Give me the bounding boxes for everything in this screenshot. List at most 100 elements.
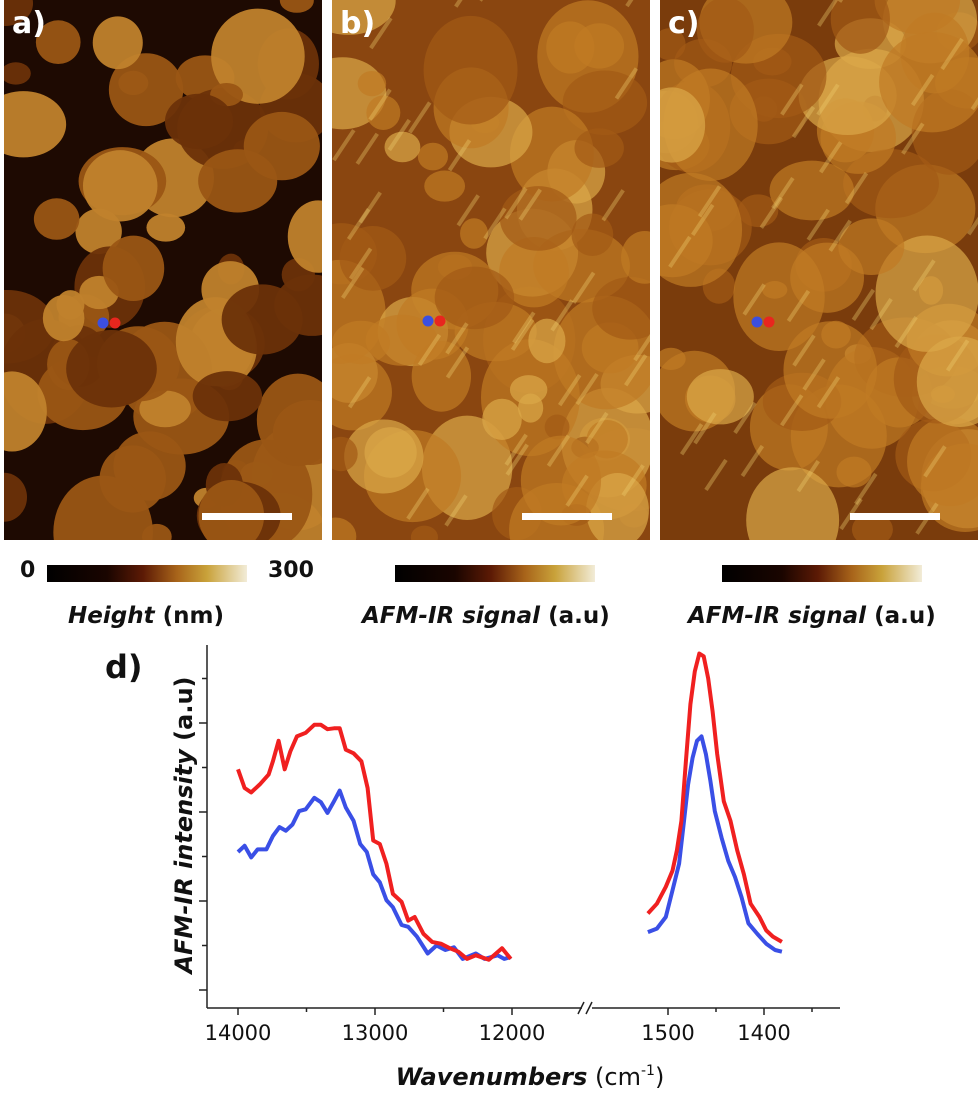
stripe bbox=[505, 443, 529, 476]
grain bbox=[509, 375, 548, 405]
grain bbox=[520, 435, 602, 526]
stripe bbox=[851, 288, 876, 322]
ir-map-b bbox=[332, 0, 650, 540]
grain bbox=[357, 70, 387, 97]
grain bbox=[737, 194, 779, 228]
stripe bbox=[780, 394, 804, 427]
stripe bbox=[940, 37, 964, 71]
grain bbox=[571, 213, 614, 256]
stripe bbox=[633, 333, 650, 362]
stripe bbox=[575, 372, 599, 406]
stripe bbox=[806, 208, 830, 241]
grain bbox=[4, 472, 28, 522]
x-tick-label: 12000 bbox=[479, 1021, 546, 1045]
stripe bbox=[368, 88, 392, 121]
grain bbox=[434, 266, 515, 330]
x-tick-label: 1500 bbox=[641, 1021, 694, 1045]
stripe bbox=[332, 129, 356, 162]
grain bbox=[4, 91, 67, 158]
label-italic: AFM-IR signal bbox=[362, 603, 541, 629]
grain bbox=[586, 419, 628, 459]
stripe bbox=[572, 271, 596, 304]
xlabel-sup: -1 bbox=[641, 1063, 655, 1079]
stripe bbox=[546, 434, 571, 468]
grain bbox=[332, 0, 396, 35]
stripe bbox=[742, 283, 766, 316]
grain bbox=[211, 8, 305, 104]
grain bbox=[279, 0, 314, 13]
x-axis-label: Wavenumbers (cm-1) bbox=[396, 1063, 665, 1091]
stripe bbox=[945, 339, 970, 372]
stripe bbox=[910, 73, 935, 107]
stripe bbox=[668, 235, 692, 269]
grain bbox=[366, 95, 401, 130]
grain bbox=[339, 226, 407, 291]
stripe bbox=[445, 322, 469, 355]
grain bbox=[499, 186, 577, 251]
stripe bbox=[923, 445, 947, 478]
xlabel-unit: (cm bbox=[595, 1063, 641, 1091]
stripe bbox=[759, 196, 783, 229]
colorbar-label-c: AFM-IR signal (a.u) bbox=[688, 603, 936, 629]
grain bbox=[42, 294, 85, 342]
stripe bbox=[894, 315, 918, 349]
ir-map-c bbox=[660, 0, 978, 540]
grain bbox=[460, 218, 489, 249]
stripe bbox=[697, 185, 722, 218]
colorbar-label-b: AFM-IR signal (a.u) bbox=[362, 603, 610, 629]
grain bbox=[364, 427, 417, 478]
ylabel-italic: AFM-IR intensity bbox=[170, 748, 198, 976]
grain bbox=[4, 62, 31, 85]
colorbar-ir-c bbox=[722, 565, 922, 582]
stripe bbox=[510, 318, 535, 351]
grain bbox=[660, 347, 686, 370]
stripe bbox=[625, 0, 634, 8]
grain bbox=[139, 390, 191, 428]
stripe bbox=[565, 474, 589, 507]
grain bbox=[836, 456, 872, 488]
red-marker bbox=[109, 317, 121, 329]
x-tick-label: 1400 bbox=[737, 1021, 790, 1045]
series-0-left-line bbox=[236, 722, 513, 962]
afm-ir-image-b: b) bbox=[332, 0, 650, 540]
grain bbox=[332, 354, 392, 431]
grain bbox=[423, 15, 518, 125]
stripe bbox=[816, 83, 840, 116]
grain bbox=[746, 467, 840, 540]
colorbar-min: 0 bbox=[20, 558, 36, 583]
afm-ir-image-c: c) bbox=[660, 0, 978, 540]
grain bbox=[146, 213, 186, 242]
stripe bbox=[816, 376, 841, 409]
grain bbox=[102, 235, 165, 302]
axes: 14000 13000 12000 1500 1400 bbox=[199, 645, 840, 1045]
grain bbox=[108, 53, 184, 127]
scale-bar bbox=[202, 513, 292, 520]
stripe bbox=[791, 105, 816, 139]
stripe bbox=[792, 334, 816, 367]
grain bbox=[544, 414, 570, 440]
grain bbox=[82, 150, 158, 222]
grain bbox=[287, 200, 322, 273]
grain bbox=[198, 480, 265, 540]
stripe bbox=[786, 289, 811, 323]
stripe bbox=[970, 97, 978, 111]
stripe bbox=[844, 171, 869, 205]
stripe bbox=[854, 472, 878, 505]
stripe bbox=[802, 358, 826, 391]
xlabel-italic: Wavenumbers bbox=[396, 1063, 588, 1091]
panel-label-d: d) bbox=[105, 648, 143, 686]
grain bbox=[592, 277, 650, 340]
stripe bbox=[733, 401, 757, 435]
stripe bbox=[828, 219, 852, 252]
grain bbox=[192, 371, 263, 422]
stripe bbox=[355, 132, 379, 165]
grain bbox=[221, 284, 303, 355]
stripe bbox=[601, 189, 625, 222]
grain bbox=[66, 330, 157, 408]
stripe bbox=[358, 191, 382, 224]
stripe bbox=[901, 122, 925, 155]
series-lines bbox=[236, 651, 783, 962]
y-axis-label: AFM-IR intensity (a.u) bbox=[170, 676, 198, 975]
